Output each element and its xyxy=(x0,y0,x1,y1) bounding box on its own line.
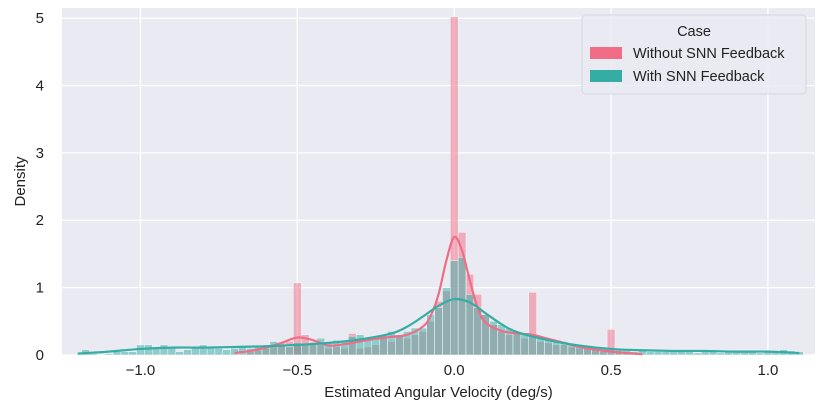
y-tick-labels: 0 1 2 3 4 5 xyxy=(36,10,44,364)
histogram-bar xyxy=(716,352,725,356)
x-tick-label: −0.5 xyxy=(283,362,313,379)
legend-swatch-without xyxy=(590,47,622,59)
histogram-bar xyxy=(183,349,192,356)
histogram-bar xyxy=(677,351,686,356)
histogram-bar xyxy=(355,334,365,356)
histogram-bar xyxy=(395,334,404,356)
histogram-bar xyxy=(442,287,451,356)
histogram-bar xyxy=(536,337,545,356)
histogram-bar xyxy=(199,344,208,356)
histogram-bar xyxy=(434,307,443,356)
histogram-bar xyxy=(316,337,325,356)
x-tick-label: 0.5 xyxy=(601,362,622,379)
legend-label-without: Without SNN Feedback xyxy=(633,46,785,62)
histogram-bar xyxy=(348,335,357,356)
legend-title: Case xyxy=(677,24,711,40)
histogram-bar xyxy=(661,351,671,356)
x-tick-label: 0.0 xyxy=(444,362,465,379)
histogram-bar xyxy=(285,346,294,356)
bars-with-snn-feedback xyxy=(81,257,804,356)
y-tick-label: 4 xyxy=(36,77,44,94)
y-tick-label: 1 xyxy=(36,280,44,297)
legend: Case Without SNN Feedback With SNN Feedb… xyxy=(581,14,807,95)
histogram-bar xyxy=(685,351,694,356)
histogram-bar xyxy=(191,348,200,356)
histogram-bar xyxy=(654,351,663,356)
legend-label-with: With SNN Feedback xyxy=(633,69,765,85)
y-tick-label: 5 xyxy=(36,10,44,27)
histogram-bar xyxy=(144,344,153,356)
y-tick-label: 0 xyxy=(36,347,44,364)
histogram-bar xyxy=(646,351,655,356)
y-tick-label: 3 xyxy=(36,145,44,162)
histogram-bar xyxy=(159,344,169,356)
x-tick-label: 1.0 xyxy=(758,362,779,379)
y-tick-label: 2 xyxy=(36,212,44,229)
kde-lines xyxy=(77,235,800,356)
histogram-bar xyxy=(128,351,137,356)
histogram-bar xyxy=(457,257,467,356)
histogram-bar xyxy=(755,352,765,356)
histogram-bar xyxy=(104,353,114,356)
histogram-bar xyxy=(450,260,459,356)
histogram-bar xyxy=(512,331,522,356)
histogram-bar xyxy=(206,348,216,356)
legend-swatch-with xyxy=(590,70,622,82)
x-axis-label: Estimated Angular Velocity (deg/s) xyxy=(324,384,552,401)
kde-line-with-snn-feedback xyxy=(77,297,800,355)
histogram-bar xyxy=(520,334,529,356)
histogram-bar xyxy=(222,349,231,356)
y-axis-label: Density xyxy=(12,156,29,207)
histogram-bar xyxy=(418,327,427,356)
histogram-bar xyxy=(214,348,223,356)
histogram-bar xyxy=(175,351,184,356)
x-tick-labels: −1.0 −0.5 0.0 0.5 1.0 xyxy=(126,362,779,379)
legend-box xyxy=(581,14,807,95)
x-tick-label: −1.0 xyxy=(126,362,156,379)
histogram-bar xyxy=(301,344,310,356)
histogram-bar xyxy=(552,341,561,356)
histogram-bar xyxy=(120,351,129,356)
histogram-bar xyxy=(693,352,702,356)
